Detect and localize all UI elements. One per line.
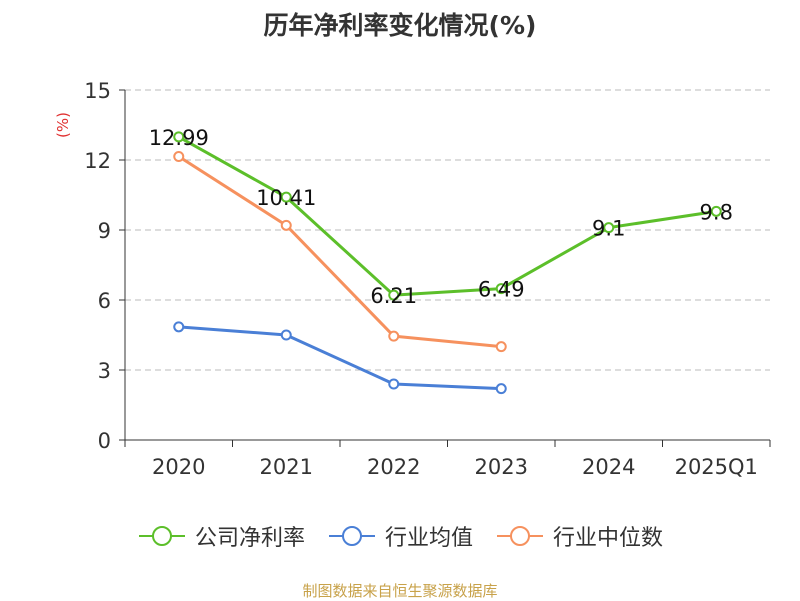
y-tick-label: 12: [84, 149, 111, 173]
legend-label-industry-median: 行业中位数: [553, 526, 664, 551]
x-tick-label: 2023: [475, 455, 528, 479]
legend-marker-industry-avg: [328, 526, 375, 546]
x-tick-label: 2025Q1: [675, 455, 758, 479]
legend-item-industry-avg[interactable]: 行业均值: [327, 520, 473, 552]
y-tick-label: 0: [98, 429, 111, 453]
y-axis-unit-label: (%): [54, 112, 72, 138]
x-tick-label: 2020: [152, 455, 205, 479]
source-note: 制图数据来自恒生聚源数据库: [302, 582, 498, 600]
axis-layer: 0 3 6 9 12 15 2020 2021 2022 2023 2024 2025Q1 (%): [54, 79, 771, 479]
series-line-1: [178, 325, 502, 391]
x-tick-label: 2022: [367, 455, 420, 479]
series-layer: [173, 131, 722, 395]
series-point-1: [495, 383, 507, 395]
series-line-0: [178, 135, 717, 297]
series-point-0: [173, 131, 185, 143]
series-point-2: [388, 330, 400, 342]
y-tick-label: 3: [98, 359, 111, 383]
series-line-2: [177, 155, 502, 349]
label-layer: 12.99 10.41 6.21 6.49 9.1 9.8: [149, 126, 733, 308]
x-tick-label: 2024: [582, 455, 635, 479]
legend-label-industry-avg: 行业均值: [384, 526, 473, 551]
legend-item-company[interactable]: 公司净利率: [137, 520, 305, 552]
legend-item-industry-median[interactable]: 行业中位数: [495, 520, 663, 552]
y-tick-label: 15: [84, 79, 111, 103]
series-point-1: [280, 329, 292, 341]
data-label: 12.99: [149, 126, 209, 150]
legend-label-company: 公司净利率: [194, 526, 305, 551]
legend: 公司净利率 行业均值 行业中位数: [0, 520, 800, 552]
series-point-2: [280, 219, 292, 231]
chart-title: 历年净利率变化情况(%): [263, 11, 537, 40]
legend-marker-company: [138, 526, 185, 546]
data-label: 9.1: [592, 217, 625, 241]
series-point-2: [495, 341, 507, 353]
data-label: 6.21: [370, 284, 417, 308]
x-tick-label: 2021: [260, 455, 313, 479]
series-point-0: [280, 191, 292, 203]
data-label: 9.8: [700, 200, 733, 224]
data-label: 6.49: [478, 278, 525, 302]
series-point-1: [173, 321, 185, 333]
series-point-2: [173, 151, 185, 162]
legend-marker-industry-median: [497, 526, 543, 546]
series-point-0: [495, 283, 507, 295]
data-label: 10.41: [256, 186, 316, 210]
series-point-0: [710, 205, 722, 217]
y-tick-label: 9: [98, 219, 111, 243]
series-point-0: [603, 222, 615, 234]
series-point-0: [388, 289, 400, 301]
grid-layer: [125, 89, 770, 371]
series-point-1: [388, 378, 400, 390]
y-tick-label: 6: [98, 289, 111, 313]
